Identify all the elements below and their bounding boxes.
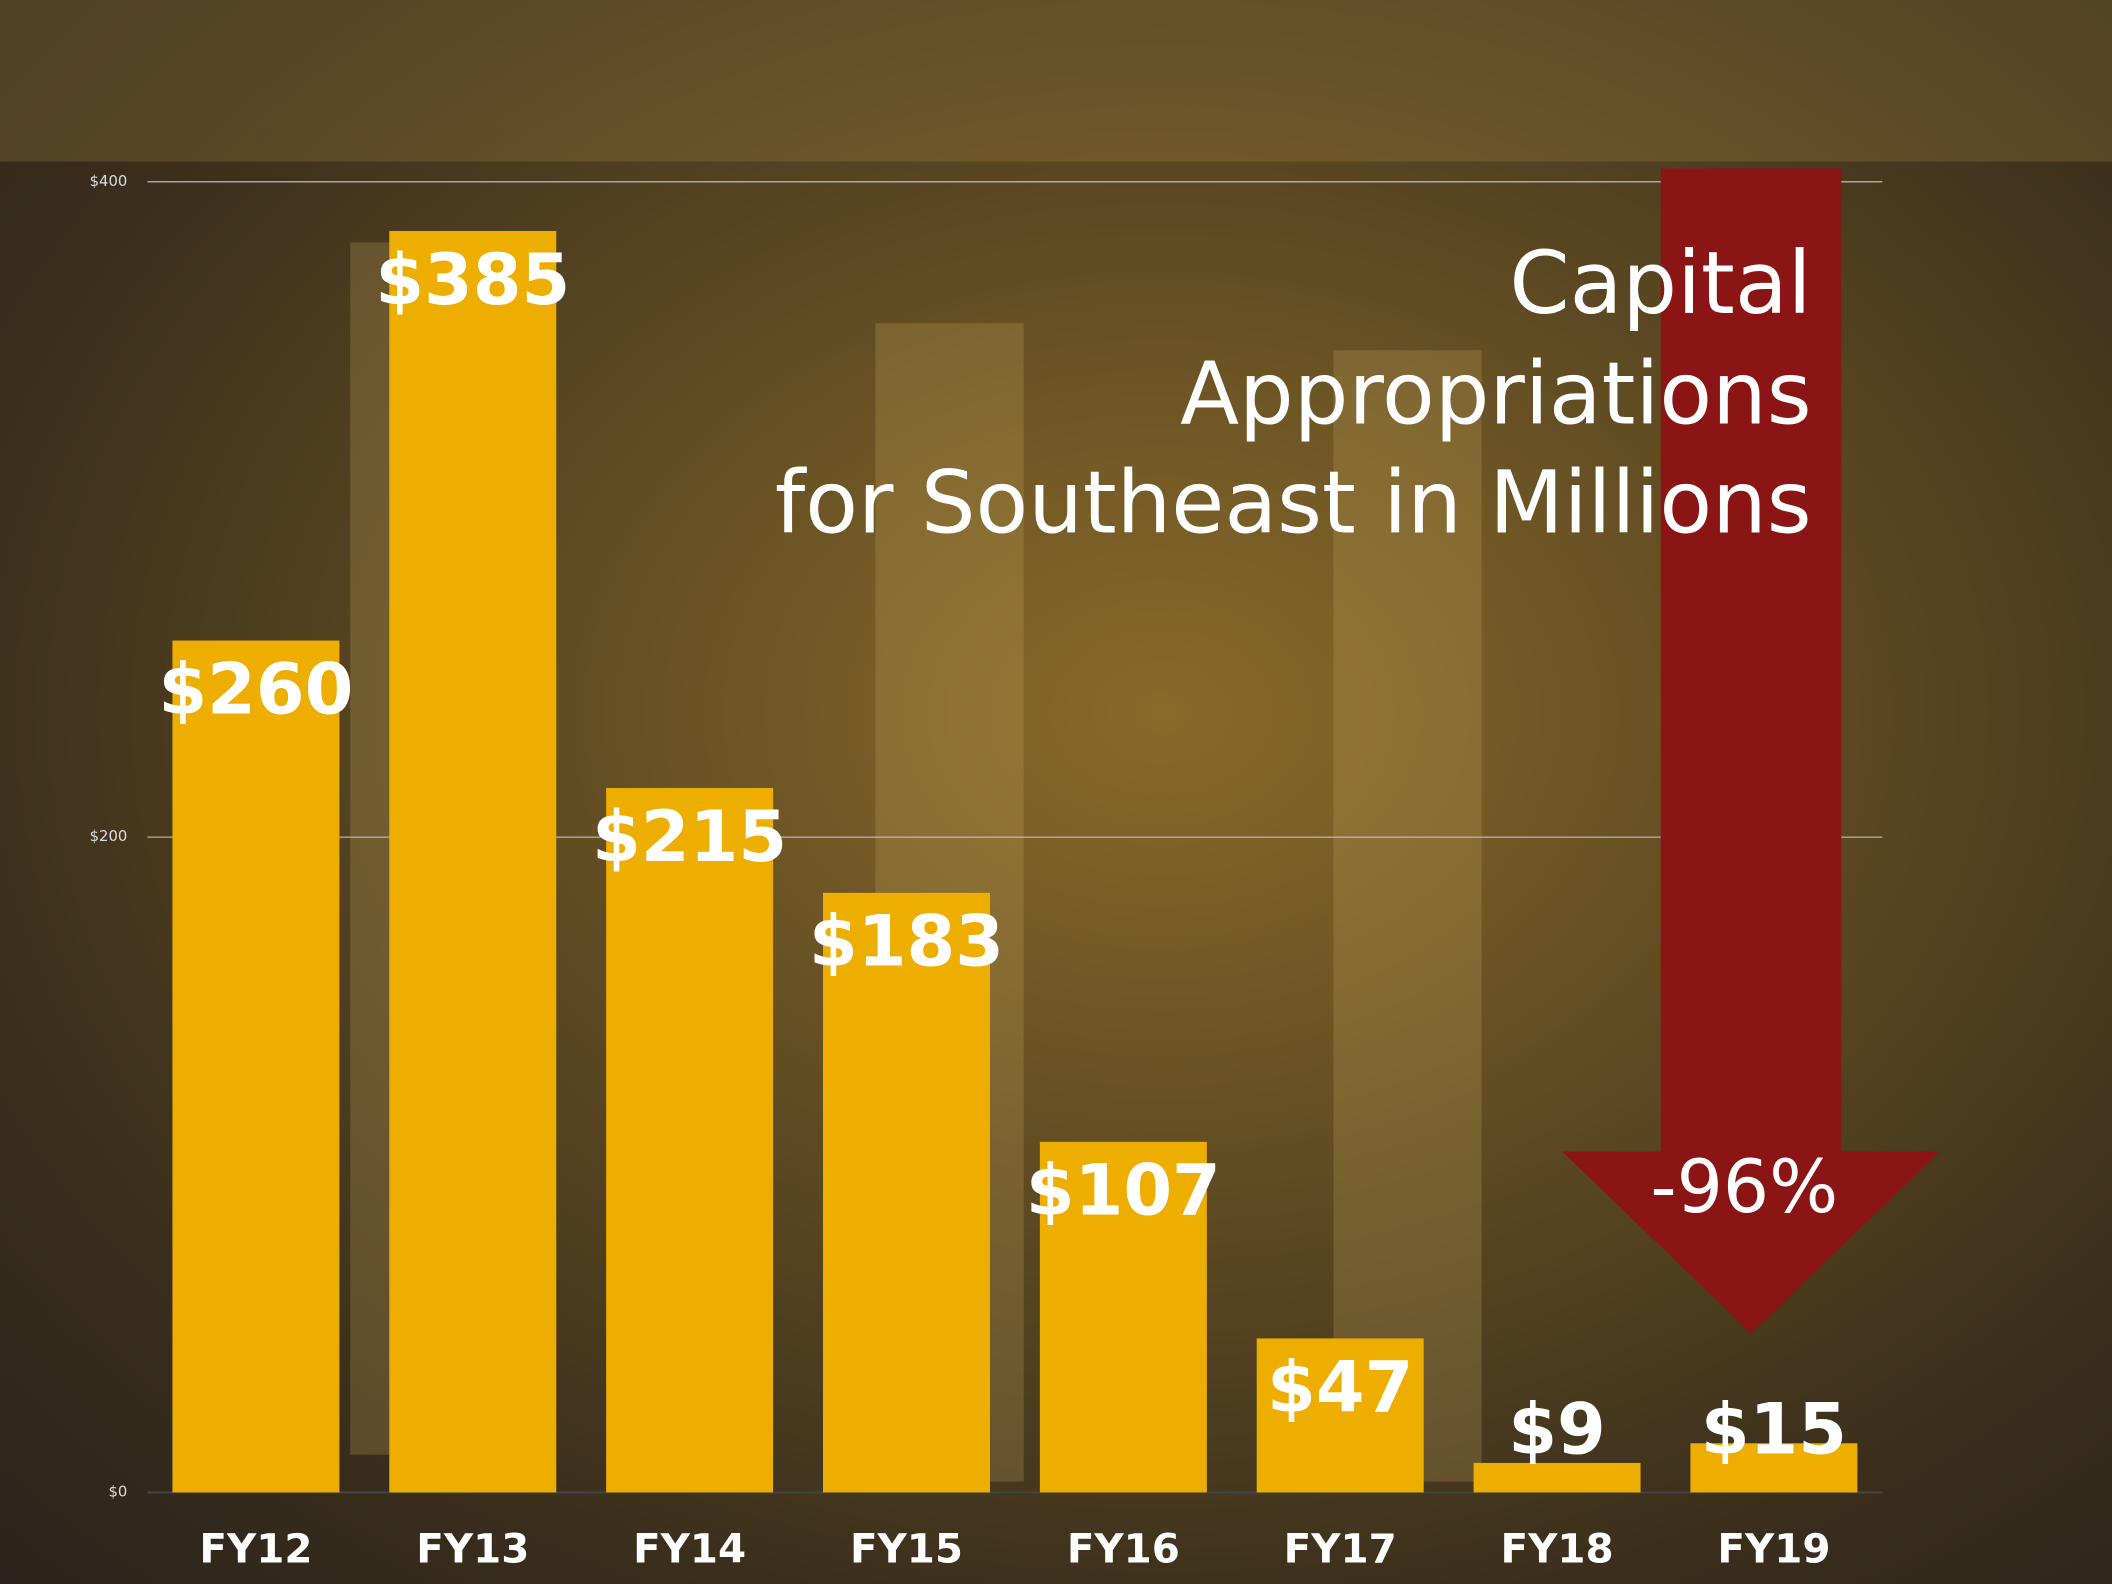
x-tick-label: FY15	[850, 1525, 963, 1573]
chart-title: for Southeast in Millions	[775, 454, 1812, 554]
x-tick-label: FY14	[633, 1525, 746, 1573]
annotation: -96%	[1650, 1145, 1838, 1230]
value-label: $47	[1267, 1346, 1413, 1428]
chart: $0 $200 $400 -96% Capital Appropriations f…	[0, 0, 2112, 1584]
value-label: $385	[375, 239, 570, 321]
value-label: $260	[158, 648, 353, 730]
x-tick-label: FY13	[416, 1525, 529, 1573]
value-label: $15	[1701, 1389, 1847, 1471]
bar	[606, 788, 773, 1492]
x-tick-label: FY19	[1717, 1525, 1830, 1573]
chart-title: Capital	[1509, 234, 1811, 334]
chart-title: Appropriations	[1180, 344, 1812, 444]
value-label: $107	[1026, 1150, 1221, 1232]
value-label: $183	[809, 901, 1004, 983]
x-tick-label: FY18	[1501, 1525, 1614, 1573]
y-tick-label: $200	[90, 828, 128, 845]
value-label: $215	[592, 796, 787, 878]
bar	[389, 231, 556, 1492]
x-tick-label: FY12	[199, 1525, 312, 1573]
y-tick-label: $400	[90, 173, 128, 190]
x-tick-label: FY16	[1067, 1525, 1180, 1573]
x-tick-label: FY17	[1284, 1525, 1397, 1573]
value-label: $9	[1508, 1389, 1605, 1471]
bar	[172, 641, 339, 1493]
y-tick-label: $0	[108, 1483, 127, 1500]
